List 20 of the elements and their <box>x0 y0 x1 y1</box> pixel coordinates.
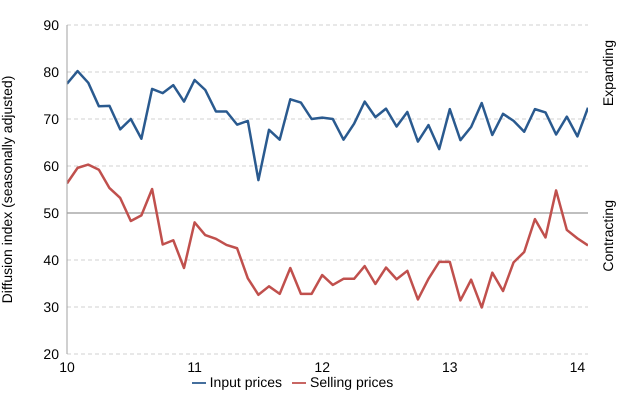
y-tick-label: 90 <box>43 16 60 33</box>
x-tick-label: 10 <box>59 358 75 375</box>
text: Expanding <box>600 40 616 106</box>
y-tick-label: 50 <box>43 204 60 221</box>
x-tick-label: 11 <box>187 358 202 375</box>
y-tick-label: 30 <box>43 298 60 315</box>
y-tick-label: 80 <box>43 64 60 80</box>
x-tick-label: 12 <box>314 358 330 375</box>
line-series <box>67 70 588 182</box>
x-tick-label: 14 <box>570 358 586 375</box>
legend-label: Selling prices <box>310 374 394 390</box>
x-tick-label: 13 <box>442 358 458 375</box>
y-tick-label: 40 <box>43 252 60 268</box>
text: Contracting <box>600 200 616 272</box>
y-tick-label: 20 <box>43 346 60 362</box>
y-tick-label: 60 <box>43 158 60 174</box>
legend-label: Input prices <box>210 374 282 390</box>
line-series <box>67 163 588 309</box>
y-axis-title: Diffusion index (seasonally adjusted) <box>0 76 15 304</box>
y-tick-label: 70 <box>43 110 60 127</box>
